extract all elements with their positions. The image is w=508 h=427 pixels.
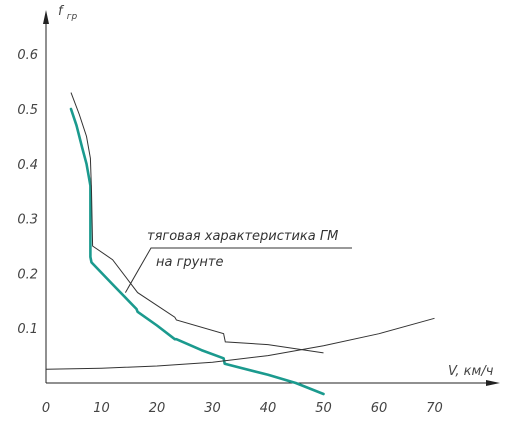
- series-layer: [45, 92, 435, 396]
- y-axis-title: f гр: [58, 4, 77, 22]
- x-tick-label: 0: [42, 401, 50, 416]
- annotation-text-line1: тяговая характеристика ГМ: [147, 229, 338, 244]
- x-axis-title: V, км/ч: [448, 364, 494, 379]
- x-tick-label: 20: [149, 401, 166, 416]
- series-line-main: [69, 107, 325, 396]
- axes: [43, 10, 500, 386]
- y-tick-label: 0.1: [17, 322, 38, 337]
- x-axis-arrow: [486, 380, 500, 386]
- x-tick-label: 50: [315, 401, 332, 416]
- y-tick-label: 0.6: [17, 48, 38, 63]
- x-tick-label: 30: [204, 401, 221, 416]
- y-tick-label: 0.2: [17, 267, 38, 282]
- annotation: тяговая характеристика ГМ на грунте: [124, 229, 352, 293]
- y-axis-title-main: f: [58, 4, 65, 19]
- y-tick-label: 0.5: [17, 103, 38, 118]
- y-axis-title-subscript: гр: [67, 12, 78, 22]
- x-tick-label: 40: [260, 401, 277, 416]
- y-tick-label: 0.4: [17, 158, 38, 173]
- x-tick-labels: 0 10 20 30 40 50 60 70: [42, 401, 443, 416]
- annotation-text-line2: на грунте: [156, 255, 223, 270]
- annotation-leader-line: [124, 247, 352, 293]
- y-tick-labels: 0.1 0.2 0.3 0.4 0.5 0.6: [17, 48, 38, 337]
- x-tick-label: 70: [426, 401, 443, 416]
- x-tick-label: 10: [93, 401, 110, 416]
- series-line-thin: [70, 92, 324, 354]
- series-line-thin: [45, 317, 435, 370]
- y-tick-label: 0.3: [17, 213, 38, 228]
- y-axis-arrow: [43, 10, 49, 24]
- x-tick-label: 60: [371, 401, 388, 416]
